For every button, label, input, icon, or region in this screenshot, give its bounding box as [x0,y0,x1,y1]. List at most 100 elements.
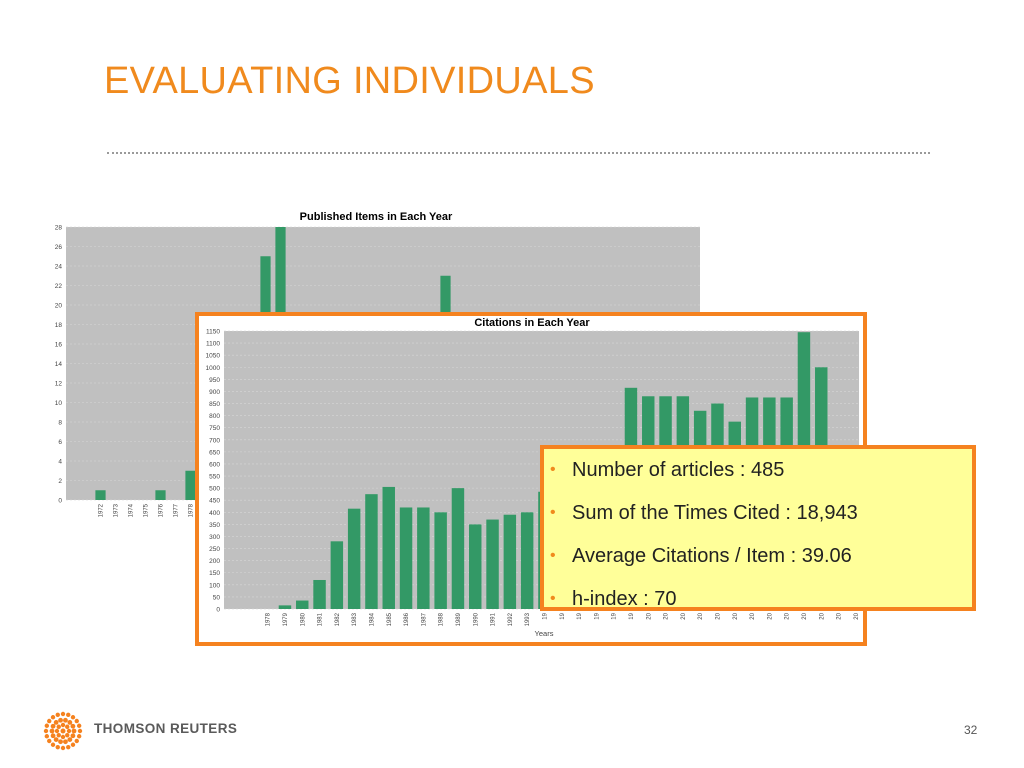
x-tick-label: 1977 [174,503,180,517]
stats-list: • Number of articles : 485 • Sum of the Ti… [550,459,972,631]
y-tick-label: 700 [209,437,220,444]
stat-text: Sum of the Times Cited : 18,943 [572,502,858,524]
logo-dot [58,717,63,723]
y-tick-label: 1000 [206,365,221,372]
y-tick-label: 22 [55,283,63,290]
page-number: 32 [964,723,978,737]
stat-text: Number of articles : 485 [572,459,785,481]
title-divider [107,152,930,154]
logo-dot [50,733,56,739]
x-tick-label: 1985 [387,612,393,626]
y-tick-label: 28 [55,225,63,232]
logo-dot [49,728,55,734]
logo-dot [44,734,50,739]
logo-dot [60,734,66,740]
x-tick-label: 1986 [404,612,410,626]
y-tick-label: 950 [209,377,220,384]
logo-dot [54,728,60,734]
x-tick-label: 20 [698,612,704,619]
x-tick-label: 19 [542,612,548,619]
x-tick-label: 20 [837,612,843,619]
bar [95,490,106,500]
x-tick-label: 20 [733,612,739,619]
x-tick-label: 20 [715,612,721,619]
x-tick-label: 20 [767,612,773,619]
x-tick-label: 1976 [159,503,165,517]
logo-dot [47,738,52,744]
bullet-icon: • [550,590,556,607]
y-tick-label: 800 [209,413,220,420]
y-tick-label: 750 [209,425,220,432]
bar [503,514,517,609]
x-tick-label: 1972 [99,503,105,517]
logo-dot [70,723,76,729]
bar [382,486,395,609]
logo-dot [67,719,73,725]
bar [347,508,361,609]
bar [520,512,534,609]
x-tick-label: 1991 [491,612,497,626]
bar [451,488,465,609]
y-tick-label: 550 [209,474,220,481]
logo-dot [63,717,68,723]
x-tick-label: 1979 [283,612,289,626]
stat-articles: • Number of articles : 485 [550,459,972,502]
x-tick-label: 19 [560,612,566,619]
logo-dot [77,728,83,734]
bullet-icon: • [550,547,556,564]
y-tick-label: 14 [55,361,63,368]
y-tick-label: 900 [209,389,220,396]
x-tick-label: 1981 [318,612,324,626]
bar [486,519,499,609]
x-tick-label: 19 [629,612,635,619]
logo-dot [76,734,82,739]
logo-dot [60,728,66,734]
logo-dot [55,744,60,750]
x-tick-label: 1978 [266,612,272,626]
x-tick-label: 1993 [525,612,531,626]
x-tick-label: 1982 [335,612,341,626]
logo-dot [44,723,50,728]
logo-dot [47,718,52,724]
logo-dot [65,724,70,729]
x-tick-label: 20 [854,612,860,619]
bar [296,600,309,609]
logo-dot [66,744,71,750]
logo-dot [66,728,72,734]
logo-dot [70,742,76,747]
x-tick-label: 19 [594,612,600,619]
logo-dot [56,733,61,738]
y-tick-label: 400 [209,510,220,517]
y-tick-label: 0 [216,607,220,614]
bar [278,605,292,609]
chart-title: Citations in Each Year [474,317,590,329]
y-tick-label: 500 [209,486,220,493]
slide-title: EVALUATING INDIVIDUALS [104,60,595,102]
logo-dot [55,712,60,718]
logo-dot [53,719,59,725]
y-tick-label: 150 [209,570,220,577]
logo-dot [50,723,56,729]
y-tick-label: 100 [209,582,220,589]
y-tick-label: 350 [209,522,220,529]
x-tick-label: 1980 [300,612,306,626]
y-tick-label: 12 [55,381,63,388]
bullet-icon: • [550,461,556,478]
logo-dot [50,742,56,747]
thomson-reuters-logo-icon [43,711,83,751]
x-tick-label: 1983 [352,612,358,626]
bar [365,494,378,609]
x-tick-label: 20 [785,612,791,619]
x-tick-label: 20 [664,612,670,619]
y-tick-label: 1150 [206,329,220,336]
x-tick-label: 20 [646,612,652,619]
y-tick-label: 50 [213,594,221,601]
x-tick-label: 20 [750,612,756,619]
logo-dot [60,722,66,728]
logo-dot [76,723,82,728]
logo-dot [66,712,71,718]
y-tick-label: 450 [209,498,220,505]
y-tick-label: 10 [55,400,63,407]
stat-h-index: • h-index : 70 [550,588,972,631]
logo-dot [74,738,79,744]
